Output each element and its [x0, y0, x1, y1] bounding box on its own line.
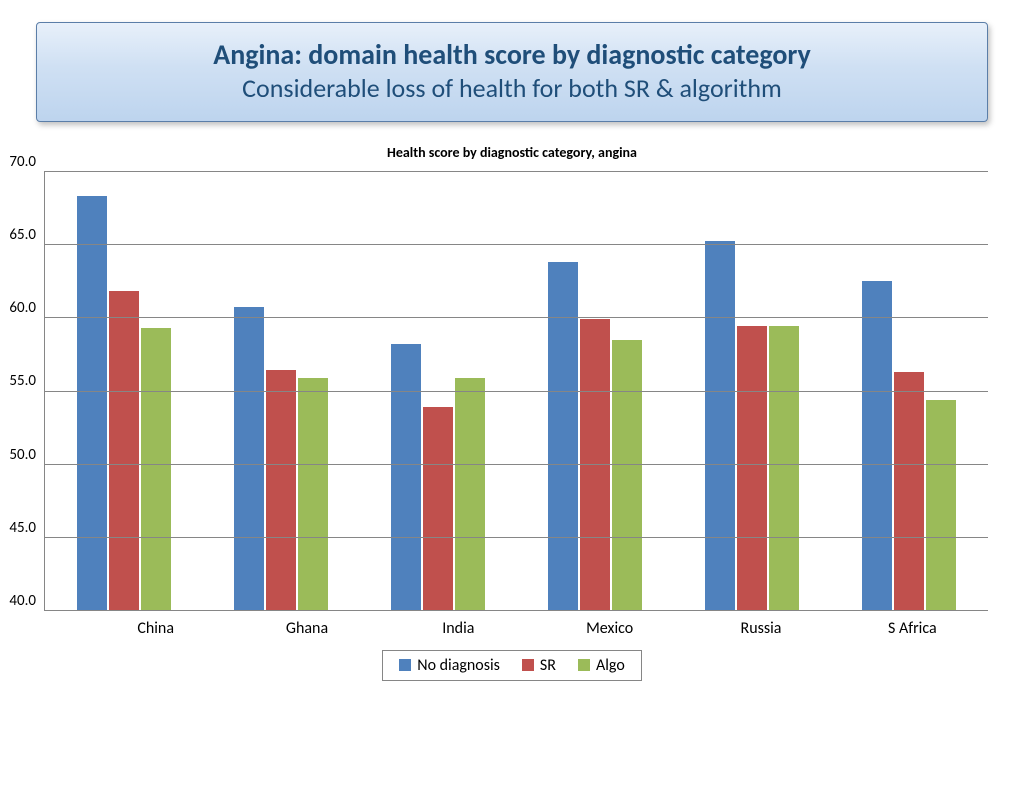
legend-item: SR [522, 656, 556, 675]
bar [769, 326, 799, 609]
legend-item: Algo [578, 656, 625, 675]
chart-title: Health score by diagnostic category, ang… [36, 144, 988, 161]
bar [737, 326, 767, 609]
bar [862, 281, 892, 610]
legend: No diagnosis SR Algo [382, 650, 642, 681]
bar [926, 400, 956, 610]
y-axis: 70.065.060.055.050.045.040.0 [36, 171, 44, 611]
grid-line [45, 244, 988, 245]
x-label: China [80, 611, 231, 638]
x-label: Mexico [534, 611, 685, 638]
bar [109, 291, 139, 609]
bar [423, 407, 453, 609]
legend-label: SR [540, 656, 556, 675]
bar [234, 307, 264, 609]
bar [266, 370, 296, 609]
grid-line [45, 537, 988, 538]
x-axis: ChinaGhanaIndiaMexicoRussiaS Africa [80, 611, 988, 638]
legend-swatch [399, 659, 411, 671]
bar [77, 196, 107, 610]
bar [455, 378, 485, 610]
bar [391, 344, 421, 609]
legend-item: No diagnosis [399, 656, 500, 675]
chart-container: Health score by diagnostic category, ang… [36, 144, 988, 681]
grid-line [45, 391, 988, 392]
x-label: S Africa [837, 611, 988, 638]
legend-label: Algo [596, 656, 625, 675]
x-label: Russia [685, 611, 836, 638]
x-label: India [383, 611, 534, 638]
bar [705, 241, 735, 609]
x-label: Ghana [231, 611, 382, 638]
title-panel: Angina: domain health score by diagnosti… [36, 22, 988, 122]
grid-line [45, 171, 988, 172]
grid-line [45, 317, 988, 318]
grid-line [45, 464, 988, 465]
plot-row: 70.065.060.055.050.045.040.0 [36, 171, 988, 611]
bar [548, 262, 578, 610]
bar [612, 340, 642, 610]
plot-area [44, 171, 988, 611]
bar [298, 378, 328, 610]
legend-swatch [578, 659, 590, 671]
legend-label: No diagnosis [417, 656, 500, 675]
bar [894, 372, 924, 610]
legend-swatch [522, 659, 534, 671]
title-main: Angina: domain health score by diagnosti… [57, 37, 967, 72]
title-sub: Considerable loss of health for both SR … [57, 72, 967, 105]
bar [141, 328, 171, 610]
